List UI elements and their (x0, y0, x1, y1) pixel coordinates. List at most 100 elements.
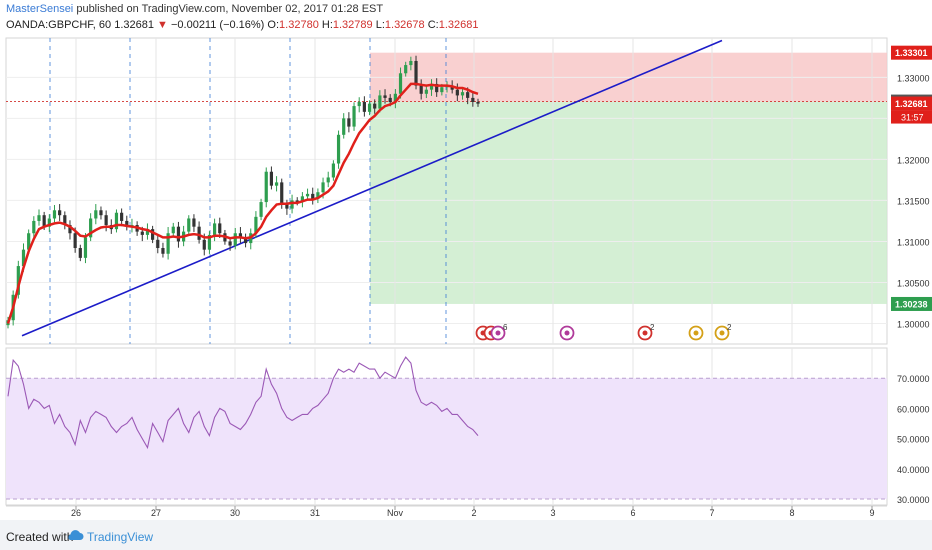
candle-body (37, 215, 41, 221)
candle-body (388, 97, 392, 102)
published-text: published on TradingView.com, November 0… (76, 3, 384, 15)
candle-body (192, 218, 196, 227)
candle-body (243, 237, 248, 244)
candle-body (352, 106, 356, 127)
time-tick-label: 8 (789, 508, 794, 518)
candle-body (300, 196, 304, 203)
candle-body (321, 182, 325, 193)
candle-body (285, 204, 289, 209)
high-value: 1.32789 (332, 19, 373, 31)
candle-body (32, 220, 36, 234)
countdown-tag (891, 110, 932, 124)
candle-body (166, 233, 170, 254)
event-count: 2 (650, 323, 655, 332)
candle-body (58, 210, 62, 216)
candle-body (429, 83, 434, 90)
author-link[interactable]: MasterSensei (6, 3, 74, 15)
candle-body (197, 226, 201, 240)
candle-body (269, 171, 274, 186)
price-change: −0.00211 (−0.16%) (170, 19, 265, 31)
rsi-tick-label: 40.0000 (897, 465, 930, 475)
time-tick-label: 31 (310, 508, 320, 518)
candle-body (73, 233, 77, 249)
footer-bar: Created with TradingView (0, 520, 932, 550)
time-tick-label: 9 (869, 508, 874, 518)
candle-body (476, 101, 480, 104)
candle-body (27, 233, 31, 250)
candle-body (378, 95, 382, 109)
countdown-label: 31:57 (901, 113, 924, 123)
low-value: 1.32678 (384, 19, 425, 31)
price-tag-label: 1.33301 (895, 48, 928, 58)
candle-body (171, 226, 175, 234)
open-value: 1.32780 (279, 19, 319, 31)
candle-body (212, 223, 217, 235)
event-marker-dot (719, 330, 725, 336)
price-tick-label: 1.32000 (897, 155, 930, 165)
rsi-band (6, 378, 887, 499)
candle-body (336, 134, 341, 164)
candle-body (393, 93, 397, 102)
candle-body (89, 218, 93, 238)
close-value: 1.32681 (438, 19, 479, 31)
last-price: 1.32681 (114, 19, 154, 31)
candle-body (367, 103, 372, 112)
price-tag-label: 1.30238 (895, 299, 928, 309)
high-label: H: (321, 19, 333, 31)
candle-body (176, 226, 181, 242)
event-count: 2 (727, 323, 732, 332)
candle-body (83, 237, 88, 258)
take-profit-zone (370, 101, 887, 304)
candle-body (316, 192, 320, 199)
candle-body (42, 215, 46, 227)
time-tick-label: 30 (230, 508, 240, 518)
candle-body (373, 103, 377, 109)
created-with-text: Created with (6, 530, 74, 544)
time-tick-label: 26 (71, 508, 81, 518)
candle-body (326, 177, 330, 183)
price-tag-label: 1.32681 (895, 99, 928, 109)
candle-body (280, 182, 284, 205)
event-marker-dot (564, 330, 570, 336)
price-tag (891, 45, 932, 60)
candle-body (156, 239, 160, 249)
down-arrow-icon: ▼ (157, 19, 168, 31)
candle-body (207, 234, 212, 250)
candle-body (409, 60, 413, 66)
candle-body (254, 216, 258, 234)
candle-body (290, 200, 294, 209)
candle-body (78, 248, 82, 258)
candle-body (435, 83, 439, 93)
candle-body (466, 92, 470, 98)
candle-body (342, 118, 346, 135)
candle-body (52, 210, 57, 219)
candle-body (404, 65, 408, 74)
candle-body (140, 231, 144, 235)
candle-body (151, 229, 155, 240)
candle-body (228, 241, 232, 246)
candle-body (471, 97, 475, 102)
candle-body (440, 87, 444, 93)
candle-body (383, 95, 387, 98)
candle-body (238, 233, 243, 238)
candle-body (47, 218, 51, 227)
time-tick-label: 7 (709, 508, 714, 518)
chart-header: MasterSensei published on TradingView.co… (0, 0, 932, 36)
open-label: O: (267, 19, 280, 31)
symbol-label[interactable]: OANDA:GBPCHF, 60 (6, 19, 112, 31)
candle-body (233, 233, 237, 246)
rsi-tick-label: 60.0000 (897, 404, 930, 414)
candle-body (455, 89, 459, 96)
price-tick-label: 1.30500 (897, 278, 930, 288)
candle-body (311, 193, 315, 199)
candle-body (94, 210, 98, 219)
event-marker-dot (693, 330, 699, 336)
tradingview-brand[interactable]: TradingView (87, 530, 154, 544)
candle-body (357, 101, 361, 107)
rsi-tick-label: 50.0000 (897, 435, 930, 445)
price-tag (891, 296, 932, 311)
time-tick-label: Nov (387, 508, 404, 518)
event-marker-dot (495, 330, 501, 336)
price-tick-label: 1.31000 (897, 237, 930, 247)
chart-canvas[interactable]: 1.300001.305001.310001.315001.320001.325… (0, 36, 932, 520)
